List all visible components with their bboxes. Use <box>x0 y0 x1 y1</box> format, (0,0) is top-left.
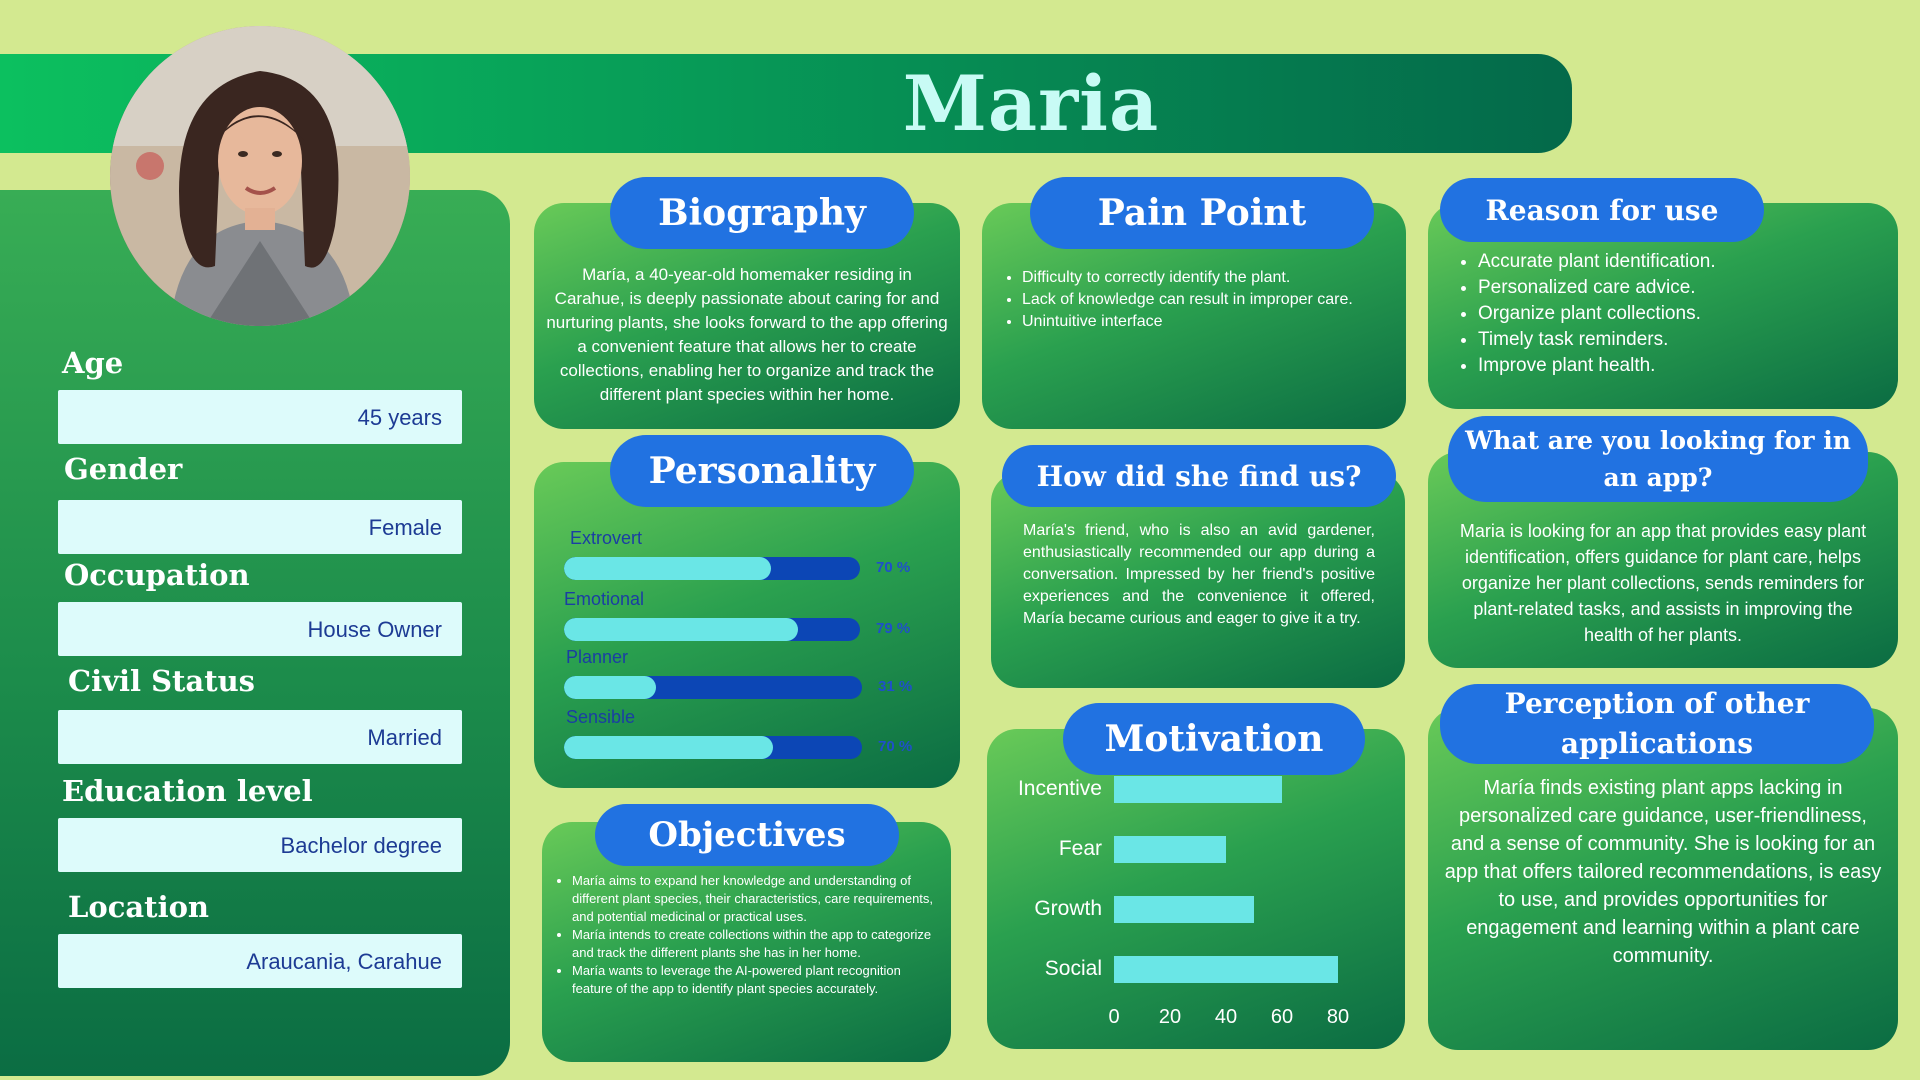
biography-text: María, a 40-year-old homemaker residing … <box>546 265 948 404</box>
trait-label-sensible: Sensible <box>566 707 636 727</box>
trait-fill-extrovert <box>564 557 772 580</box>
perception-text: María finds existing plant apps lacking … <box>1444 777 1882 967</box>
location-value: Araucania, Carahue <box>58 934 462 988</box>
chart-bar <box>1114 836 1226 863</box>
education-value: Bachelor degree <box>58 818 462 872</box>
location-label: Location <box>68 890 210 924</box>
pain-point-item: Unintuitive interface <box>1022 311 1392 333</box>
trait-fill-sensible <box>564 736 773 759</box>
trait-label-emotional: Emotional <box>564 589 645 609</box>
trait-bar-extrovert <box>564 557 860 580</box>
trait-fill-planner <box>564 676 657 699</box>
education-label: Education level <box>62 774 313 808</box>
trait-pct-planner: 31 % <box>878 678 913 695</box>
objective-item: María aims to expand her knowledge and u… <box>572 872 936 926</box>
looking-for-title: What are you looking for in an app? <box>1448 416 1868 502</box>
trait-pct-extrovert: 70 % <box>876 559 911 576</box>
age-label: Age <box>62 346 124 380</box>
perception-title: Perception of other applications <box>1440 684 1874 764</box>
reason-item: Improve plant health. <box>1478 353 1878 379</box>
trait-bar-emotional <box>564 618 860 641</box>
gender-label: Gender <box>64 452 183 486</box>
civil-status-label: Civil Status <box>68 664 256 698</box>
objective-item: María intends to create collections with… <box>572 926 936 962</box>
perception-card: María finds existing plant apps lacking … <box>1428 708 1898 1050</box>
pain-point-item: Difficulty to correctly identify the pla… <box>1022 267 1392 289</box>
trait-pct-emotional: 79 % <box>876 620 911 637</box>
age-value: 45 years <box>58 390 462 444</box>
chart-x-tick-label: 20 <box>1158 1006 1182 1028</box>
objective-item: María wants to leverage the AI-powered p… <box>572 962 936 998</box>
chart-category-label: Social <box>1044 957 1102 980</box>
chart-x-tick-label: 60 <box>1270 1006 1294 1028</box>
biography-title: Biography <box>610 177 914 249</box>
motivation-title: Motivation <box>1063 703 1365 775</box>
gender-value: Female <box>58 500 462 554</box>
reason-item: Organize plant collections. <box>1478 301 1878 327</box>
chart-bar <box>1114 956 1338 983</box>
occupation-label: Occupation <box>64 558 250 592</box>
reason-item: Timely task reminders. <box>1478 327 1878 353</box>
reason-title: Reason for use <box>1440 178 1764 242</box>
chart-bar <box>1114 776 1282 803</box>
personality-title: Personality <box>610 435 914 507</box>
persona-name: Maria <box>902 59 1160 148</box>
trait-pct-sensible: 70 % <box>878 738 913 755</box>
chart-category-label: Fear <box>1058 837 1102 860</box>
found-us-title: How did she find us? <box>1002 445 1396 507</box>
pain-point-item: Lack of knowledge can result in improper… <box>1022 289 1392 311</box>
trait-fill-emotional <box>564 618 798 641</box>
trait-label-extrovert: Extrovert <box>570 528 643 548</box>
looking-for-text: Maria is looking for an app that provide… <box>1459 521 1867 645</box>
reason-item: Accurate plant identification. <box>1478 249 1878 275</box>
chart-x-tick-label: 40 <box>1214 1006 1238 1028</box>
motivation-chart: Incentive Fear Growth Social 0 20 40 60 80 <box>990 770 1400 1040</box>
found-us-text: María's friend, who is also an avid gard… <box>1023 522 1375 627</box>
civil-status-value: Married <box>58 710 462 764</box>
trait-bar-planner <box>564 676 862 699</box>
portrait-illustration <box>110 26 410 326</box>
objectives-title: Objectives <box>595 804 899 866</box>
reason-item: Personalized care advice. <box>1478 275 1878 301</box>
chart-x-tick-label: 0 <box>1108 1006 1120 1028</box>
avatar <box>110 26 410 326</box>
pain-point-list: Difficulty to correctly identify the pla… <box>1002 267 1392 333</box>
trait-bar-sensible <box>564 736 862 759</box>
pain-point-title: Pain Point <box>1030 177 1374 249</box>
chart-bar <box>1114 896 1254 923</box>
occupation-value: House Owner <box>58 602 462 656</box>
chart-category-label: Growth <box>1034 897 1102 920</box>
chart-x-tick-label: 80 <box>1326 1006 1350 1028</box>
chart-category-label: Incentive <box>1017 777 1102 800</box>
trait-label-planner: Planner <box>566 647 629 667</box>
reason-list: Accurate plant identification. Personali… <box>1458 249 1878 379</box>
objectives-list: María aims to expand her knowledge and u… <box>552 872 936 998</box>
found-us-card: María's friend, who is also an avid gard… <box>991 472 1405 688</box>
